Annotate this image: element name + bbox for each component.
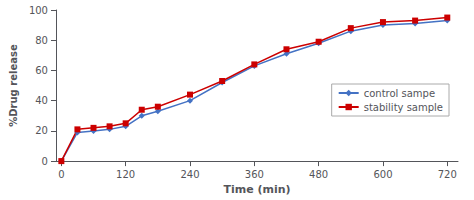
svg-text:60: 60 — [35, 65, 48, 76]
svg-text:80: 80 — [35, 35, 48, 46]
svg-text:120: 120 — [116, 169, 135, 180]
svg-text:Time (min): Time (min) — [223, 183, 290, 196]
svg-text:100: 100 — [29, 5, 48, 16]
svg-text:control sampe: control sampe — [364, 88, 435, 99]
svg-text:240: 240 — [180, 169, 199, 180]
svg-text:0: 0 — [42, 156, 48, 167]
svg-text:stability sample: stability sample — [364, 102, 443, 113]
svg-text:20: 20 — [35, 125, 48, 136]
svg-text:%Drug release: %Drug release — [8, 44, 19, 127]
svg-text:360: 360 — [245, 169, 264, 180]
svg-text:0: 0 — [58, 169, 64, 180]
svg-text:480: 480 — [309, 169, 328, 180]
svg-text:40: 40 — [35, 95, 48, 106]
svg-text:720: 720 — [438, 169, 457, 180]
svg-text:600: 600 — [373, 169, 392, 180]
